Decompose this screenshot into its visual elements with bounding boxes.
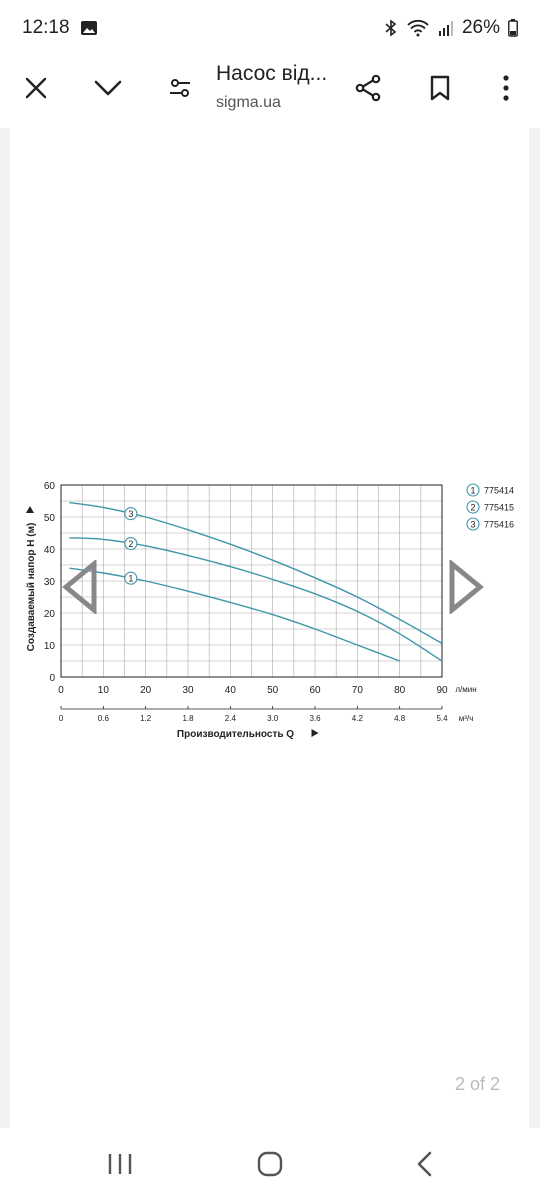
image-viewer: 0 10 20 30 40 50 60 0 10 20 30 40 50 60 70 80 90 0 0.6 1.2 1… bbox=[0, 128, 540, 1128]
series-marker-1 bbox=[124, 571, 138, 585]
page-domain: sigma.ua bbox=[216, 94, 281, 111]
page-indicator: 2 of 2 bbox=[454, 1074, 500, 1094]
series-marker-3 bbox=[124, 507, 138, 521]
bookmark-button[interactable] bbox=[416, 64, 464, 112]
series-line-775415 bbox=[69, 537, 443, 662]
legend-entry-775414: 775414 bbox=[484, 486, 514, 496]
close-button[interactable] bbox=[12, 64, 60, 112]
y-tick-label: 0 bbox=[49, 673, 55, 684]
x-tick-label: 70 bbox=[352, 685, 364, 696]
legend-marker-2 bbox=[466, 500, 480, 514]
back-icon bbox=[417, 1151, 432, 1177]
x-axis-label: Производительность Q bbox=[177, 729, 294, 740]
x-tick-label: 30 bbox=[182, 685, 194, 696]
next-page-button[interactable] bbox=[446, 560, 486, 614]
x-tick-label: 60 bbox=[309, 685, 321, 696]
legend-marker-label: 1 bbox=[470, 486, 475, 496]
options-button[interactable] bbox=[156, 64, 204, 112]
bookmark-icon bbox=[430, 75, 450, 101]
legend-marker-label: 2 bbox=[470, 503, 475, 513]
close-icon bbox=[25, 77, 47, 99]
legend-entry-775416: 775416 bbox=[484, 520, 514, 530]
chevron-down-icon bbox=[94, 80, 122, 96]
x2-tick-label: 0 bbox=[59, 714, 64, 723]
recent-apps-icon bbox=[108, 1154, 132, 1174]
y-axis-label: Создаваемый напор H (м) bbox=[26, 523, 37, 652]
status-time: 12:18 bbox=[22, 17, 70, 38]
home-icon bbox=[257, 1151, 283, 1177]
sliders-icon bbox=[170, 79, 190, 97]
bluetooth-icon bbox=[385, 19, 397, 37]
wifi-icon bbox=[407, 19, 429, 37]
y-tick-label: 30 bbox=[44, 577, 56, 588]
status-bar: 12:18 26% bbox=[0, 0, 540, 56]
share-button[interactable] bbox=[344, 64, 392, 112]
x-tick-label: 20 bbox=[140, 685, 152, 696]
x-tick-label: 0 bbox=[58, 685, 64, 696]
x-tick-label: 80 bbox=[394, 685, 406, 696]
x-tick-label: 40 bbox=[225, 685, 237, 696]
y-tick-label: 50 bbox=[44, 513, 56, 524]
pump-performance-chart: 0 10 20 30 40 50 60 0 10 20 30 40 50 60 70 80 90 0 0.6 1.2 1… bbox=[26, 481, 514, 740]
x-tick-label: 10 bbox=[98, 685, 110, 696]
signal-icon bbox=[438, 21, 453, 36]
x-tick-label: 90 bbox=[436, 685, 448, 696]
y-tick-label: 60 bbox=[44, 481, 56, 492]
x-tick-label: 50 bbox=[267, 685, 279, 696]
x2-tick-label: 5.4 bbox=[436, 714, 448, 723]
gallery-notification-icon bbox=[80, 21, 97, 35]
document-page: 0 10 20 30 40 50 60 0 10 20 30 40 50 60 70 80 90 0 0.6 1.2 1… bbox=[10, 128, 529, 1128]
series-marker-label: 1 bbox=[128, 574, 133, 584]
x2-tick-label: 1.8 bbox=[182, 714, 194, 723]
share-icon bbox=[355, 74, 381, 102]
minimize-button[interactable] bbox=[84, 64, 132, 112]
series-line-775414 bbox=[69, 567, 400, 662]
x2-unit-label: м³/ч bbox=[459, 714, 474, 723]
more-options-button[interactable] bbox=[482, 64, 530, 112]
x2-tick-label: 2.4 bbox=[225, 714, 237, 723]
x-axis-arrow bbox=[311, 729, 319, 737]
x2-tick-label: 0.6 bbox=[98, 714, 110, 723]
y-tick-label: 20 bbox=[44, 609, 56, 620]
series-marker-2 bbox=[124, 537, 138, 551]
page-title-area[interactable]: Насос від... sigma.ua bbox=[216, 62, 344, 112]
plot-frame bbox=[60, 484, 443, 678]
more-vert-icon bbox=[503, 75, 509, 101]
home-button[interactable] bbox=[250, 1146, 290, 1182]
battery-percent: 26% bbox=[461, 17, 500, 38]
x-unit-label: л/мин bbox=[455, 685, 476, 694]
legend-marker-label: 3 bbox=[470, 520, 475, 530]
x2-tick-label: 4.2 bbox=[352, 714, 364, 723]
y-axis-arrow bbox=[26, 506, 34, 513]
previous-page-button[interactable] bbox=[60, 560, 100, 614]
system-nav-bar bbox=[0, 1128, 540, 1200]
page-title: Насос від... bbox=[216, 62, 328, 85]
x2-tick-label: 3.0 bbox=[267, 714, 279, 723]
y-tick-label: 40 bbox=[44, 545, 56, 556]
x2-tick-label: 1.2 bbox=[140, 714, 152, 723]
viewer-toolbar: Насос від... sigma.ua bbox=[0, 56, 540, 128]
series-marker-label: 3 bbox=[128, 509, 133, 519]
legend-entry-775415: 775415 bbox=[484, 503, 514, 513]
legend-marker-1 bbox=[466, 483, 480, 497]
battery-icon bbox=[508, 19, 518, 37]
recent-apps-button[interactable] bbox=[100, 1146, 140, 1182]
x2-tick-label: 3.6 bbox=[309, 714, 321, 723]
back-button[interactable] bbox=[404, 1146, 444, 1182]
series-marker-label: 2 bbox=[128, 539, 133, 549]
y-tick-label: 10 bbox=[44, 641, 56, 652]
x2-tick-label: 4.8 bbox=[394, 714, 406, 723]
series-line-775416 bbox=[69, 501, 443, 645]
legend-marker-3 bbox=[466, 517, 480, 531]
